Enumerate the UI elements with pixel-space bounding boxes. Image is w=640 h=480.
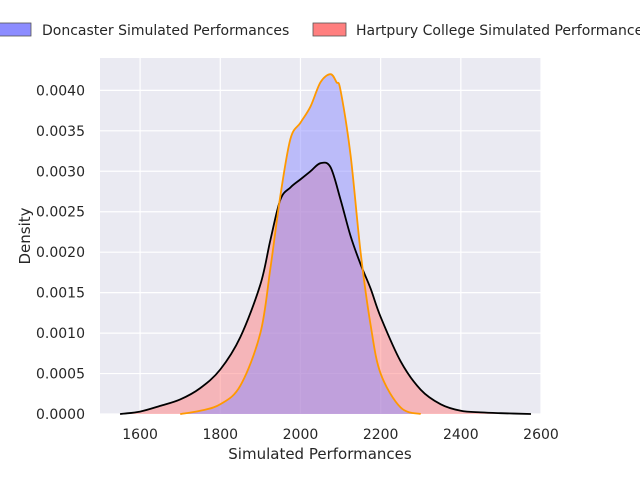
y-tick-label: 0.0000: [36, 407, 85, 423]
y-tick-label: 0.0040: [36, 83, 85, 99]
y-tick-label: 0.0025: [36, 205, 85, 221]
x-tick-label: 1800: [202, 427, 238, 443]
legend-swatch-hartpury: [312, 22, 347, 37]
x-axis-ticks: 1600 1800 2000 2200 2400 2600: [122, 427, 559, 443]
density-area-doncaster: [180, 74, 421, 414]
x-tick-label: 1600: [122, 427, 158, 443]
y-tick-label: 0.0005: [36, 367, 85, 383]
y-tick-label: 0.0030: [36, 164, 85, 180]
legend: Doncaster Simulated Performances Hartpur…: [0, 22, 640, 39]
legend-label-doncaster: Doncaster Simulated Performances: [42, 23, 289, 39]
density-line-hartpury: [119, 161, 532, 415]
x-tick-label: 2200: [363, 427, 399, 443]
y-axis-label: Density: [16, 207, 34, 264]
x-axis-label: Simulated Performances: [228, 445, 412, 463]
y-tick-label: 0.0010: [36, 326, 85, 342]
legend-swatch-doncaster: [0, 22, 32, 37]
y-axis-ticks: 0.0000 0.0005 0.0010 0.0015 0.0020 0.0025 0.00…: [36, 83, 85, 423]
x-tick-label: 2400: [443, 427, 479, 443]
y-tick-label: 0.0020: [36, 245, 85, 261]
y-tick-label: 0.0035: [36, 124, 85, 140]
y-tick-label: 0.0015: [36, 286, 85, 302]
density-areas: [119, 73, 532, 415]
x-tick-label: 2600: [523, 427, 559, 443]
x-tick-label: 2000: [283, 427, 319, 443]
legend-label-hartpury: Hartpury College Simulated Performances: [356, 23, 640, 39]
density-line-doncaster: [180, 73, 422, 415]
